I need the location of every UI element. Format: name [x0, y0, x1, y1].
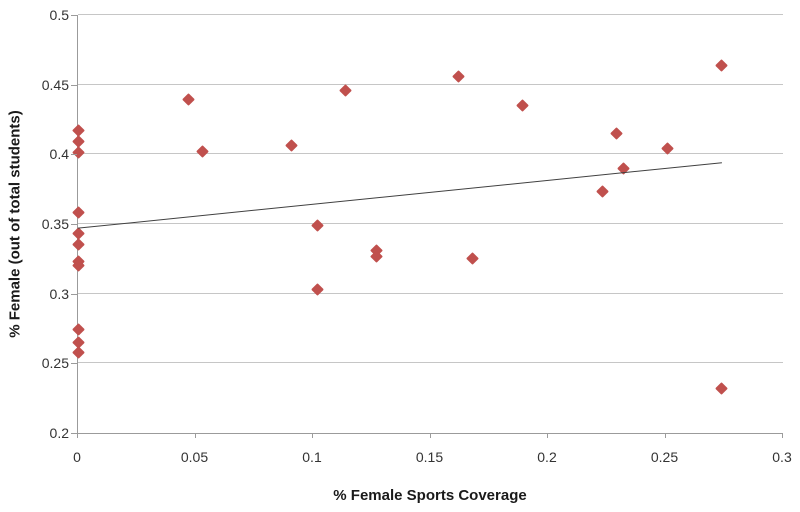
y-tick-label: 0.25	[41, 355, 69, 372]
plot-area	[71, 14, 783, 434]
x-axis-tick	[312, 434, 313, 438]
x-tick-label: 0.3	[772, 449, 792, 465]
x-tick-label: 0.1	[302, 449, 322, 465]
y-axis-tick	[71, 363, 77, 365]
gridline	[78, 223, 783, 224]
y-tick-label: 0.3	[49, 285, 69, 302]
y-axis-tick	[71, 154, 77, 156]
y-tick-label: 0.45	[41, 76, 69, 93]
x-axis-title: % Female Sports Coverage	[333, 487, 527, 504]
gridline	[78, 362, 783, 364]
x-tick-label: 0.15	[415, 449, 444, 465]
y-tick-label: 0.4	[49, 146, 69, 163]
y-tick-label: 0.2	[49, 425, 69, 441]
y-tick-label: 0.35	[41, 216, 69, 232]
y-axis-tick	[71, 224, 77, 225]
x-axis-tick	[429, 434, 431, 438]
gridline	[78, 83, 783, 85]
gridline	[78, 292, 783, 294]
x-axis-tick	[194, 434, 196, 438]
x-tick-label: 0.25	[650, 449, 679, 465]
y-axis-tick	[71, 293, 77, 295]
x-axis-tick	[77, 434, 78, 438]
y-tick-label: 0.5	[49, 7, 69, 23]
x-tick-label: 0.05	[180, 449, 209, 465]
y-axis-tick	[71, 84, 77, 86]
gridline	[78, 14, 783, 15]
x-axis-tick	[782, 434, 783, 438]
gridline	[78, 153, 783, 155]
x-tick-label: 0.2	[537, 449, 557, 465]
trendline	[77, 162, 722, 229]
x-axis-tick	[547, 434, 548, 438]
y-axis-tick	[71, 15, 77, 16]
x-axis-tick	[664, 434, 666, 438]
y-axis-tick	[71, 433, 77, 434]
x-tick-label: 0	[73, 449, 81, 465]
